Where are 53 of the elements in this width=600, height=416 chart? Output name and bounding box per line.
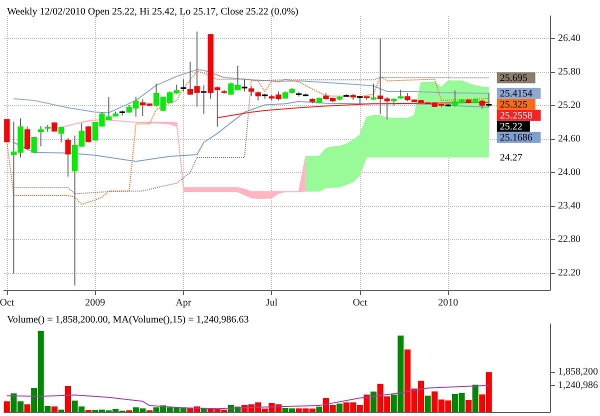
data-label: 25.325 xyxy=(500,99,528,110)
bar xyxy=(424,396,431,412)
candlestick xyxy=(31,136,37,154)
line-series xyxy=(13,69,490,114)
bar xyxy=(336,404,343,412)
data-label: 25.2558 xyxy=(500,110,532,122)
y-tick-label: 23.40 xyxy=(558,200,580,212)
candlestick xyxy=(58,126,64,143)
y-tick-label: 24.00 xyxy=(558,167,580,178)
annotation: 24.27 xyxy=(500,152,522,164)
candlestick xyxy=(24,126,30,151)
candlestick xyxy=(242,78,248,92)
text: 25.22 xyxy=(500,121,522,132)
y-tick-label: 1,858,200 xyxy=(558,366,598,378)
candlestick xyxy=(38,126,44,147)
bar xyxy=(51,406,58,412)
candlestick xyxy=(52,122,58,132)
line-series xyxy=(13,101,490,162)
data-label: 25.695 xyxy=(500,72,528,84)
bar xyxy=(370,392,376,412)
candlestick xyxy=(200,84,207,114)
x-tick-label: Oct xyxy=(352,298,368,308)
bar xyxy=(4,401,10,412)
x-tick-label: Oct xyxy=(0,298,14,308)
candlestick xyxy=(4,119,10,142)
line-series xyxy=(6,384,490,410)
candlestick xyxy=(370,83,376,100)
bar xyxy=(65,386,72,412)
y-tick-label: 25.20 xyxy=(558,100,580,111)
chart-title: Volume() = 1,858,200.00, MA(Volume(),15) = 1,240,986.63 xyxy=(7,314,249,326)
candlestick xyxy=(180,78,186,92)
candlestick xyxy=(248,86,254,96)
candlestick xyxy=(86,126,92,143)
y-tick-label: 25.80 xyxy=(558,66,580,78)
bar xyxy=(472,384,478,412)
chart-title: Weekly 12/02/2010 Open 25.22, Hi 25.42, Lo 25.17, Close 25.22 (0.0%) xyxy=(7,6,298,18)
y-tick-label: 22.80 xyxy=(558,234,580,246)
bar xyxy=(466,400,472,412)
line-series xyxy=(216,102,490,118)
y-tick-label: 22.20 xyxy=(558,268,580,279)
candlestick xyxy=(65,137,71,177)
data-label: 25.1686 xyxy=(500,132,532,144)
y-tick-label: 1,240,986 xyxy=(558,380,598,391)
y-tick-label: 24.60 xyxy=(558,134,580,145)
x-tick-label: Jul xyxy=(266,298,278,308)
y-tick-label: 26.40 xyxy=(558,32,580,44)
candlestick xyxy=(486,92,492,108)
bar xyxy=(316,406,322,412)
data-label: 25.4154 xyxy=(500,88,532,100)
bar xyxy=(24,404,30,412)
x-tick-label: 2009 xyxy=(85,298,106,308)
x-tick-label: 2010 xyxy=(438,298,458,308)
x-tick-label: Apr xyxy=(176,298,192,308)
